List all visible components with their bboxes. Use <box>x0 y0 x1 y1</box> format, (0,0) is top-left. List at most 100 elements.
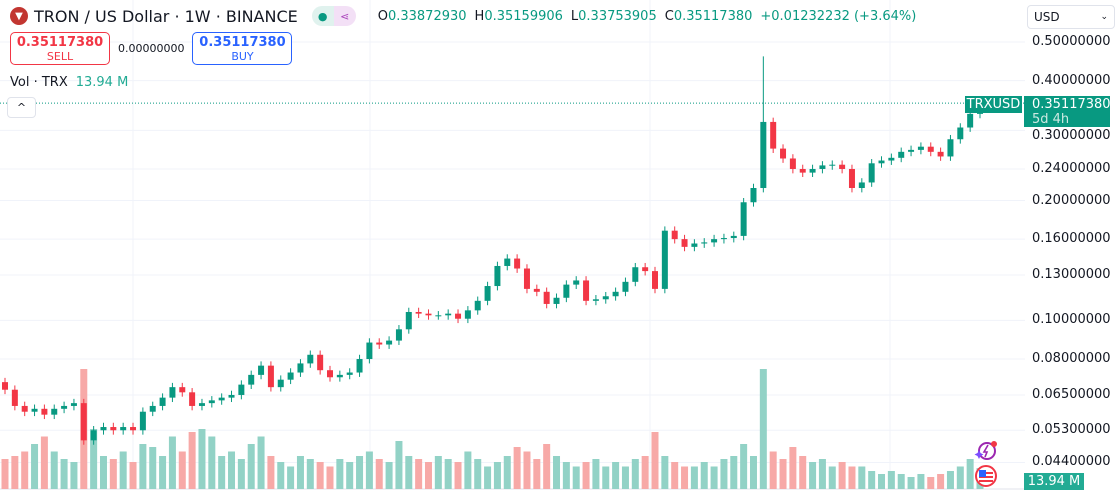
status-pill[interactable]: ● ⋖ <box>311 6 356 26</box>
candle-body <box>839 164 846 169</box>
sell-button[interactable]: 0.35117380 SELL <box>10 32 110 65</box>
volume-bar <box>681 466 689 489</box>
candle-body <box>819 165 826 169</box>
price-tick: 0.13000000 <box>1032 267 1111 283</box>
candle-body <box>957 127 964 140</box>
volume-bar <box>188 432 196 489</box>
candle-body <box>799 168 806 173</box>
volume-bar <box>759 369 767 489</box>
volume-bar <box>109 459 117 489</box>
volume-bar <box>848 466 856 489</box>
volume-bar <box>789 447 797 489</box>
chevron-up-icon: ^ <box>16 101 27 114</box>
collapse-legend-button[interactable]: ^ <box>7 97 36 118</box>
volume-bar <box>493 462 501 489</box>
candle-body <box>366 342 373 360</box>
candle-body <box>445 313 452 316</box>
candle-body <box>967 113 974 128</box>
volume-bar <box>582 462 590 489</box>
volume-bar <box>858 466 866 489</box>
candle-body <box>258 365 265 375</box>
volume-bar <box>1 459 9 489</box>
candle-body <box>425 313 432 316</box>
candle-body <box>41 408 48 415</box>
candle-body <box>523 268 530 289</box>
volume-bar <box>503 456 511 489</box>
candle-body <box>346 372 353 375</box>
candle-body <box>642 267 649 272</box>
volume-bar <box>434 456 442 489</box>
tron-logo-icon: ▼ <box>10 7 28 25</box>
candle-body <box>159 397 166 406</box>
volume-bar <box>119 451 127 489</box>
volume-bar <box>966 459 974 489</box>
trade-panel: 0.35117380 SELL 0.00000000 0.35117380 BUY <box>10 32 293 65</box>
volume-bar <box>70 462 78 489</box>
volume-bar <box>779 459 787 489</box>
price-tick: 0.06500000 <box>1032 386 1111 402</box>
candle-body <box>474 300 481 311</box>
volume-bar <box>937 474 945 489</box>
candle-body <box>297 363 304 373</box>
volume-bar <box>247 444 255 489</box>
volume-bar <box>621 466 629 489</box>
candle-body <box>711 239 718 243</box>
price-tick: 0.05300000 <box>1032 422 1111 438</box>
candle-body <box>356 359 363 373</box>
symbol-legend: ▼ TRON / US Dollar · 1W · BINANCE ● ⋖ O0… <box>10 6 916 26</box>
candle-body <box>691 243 698 247</box>
volume-legend: Vol · TRX 13.94 M <box>10 75 129 90</box>
candle-body <box>592 299 599 301</box>
volume-bar <box>405 456 413 489</box>
candle-body <box>179 387 186 393</box>
symbol-price-label: TRXUSD <box>965 96 1022 113</box>
candle-body <box>100 427 107 431</box>
volume-bar <box>159 456 167 489</box>
candle-body <box>573 280 580 285</box>
volume-bar <box>198 429 206 489</box>
volume-bar <box>553 456 561 489</box>
volume-axis-label: 13.94 M <box>1024 473 1084 490</box>
candle-body <box>31 408 38 412</box>
volume-bar <box>149 447 157 489</box>
bar-countdown: 5d 4h <box>1032 112 1070 127</box>
symbol-title[interactable]: TRON / US Dollar · 1W · BINANCE <box>34 6 298 26</box>
candle-body <box>740 202 747 236</box>
candle-body <box>70 403 77 406</box>
candle-body <box>277 379 284 388</box>
volume-bar <box>415 459 423 489</box>
ai-assistant-icon[interactable] <box>974 440 998 462</box>
candle-body <box>612 291 619 297</box>
candle-body <box>484 286 491 301</box>
volume-bar <box>464 451 472 489</box>
volume-bar <box>267 456 275 489</box>
candle-body <box>750 188 757 203</box>
buy-button[interactable]: 0.35117380 BUY <box>192 32 293 65</box>
currency-select[interactable]: USD ⌄ <box>1027 5 1115 29</box>
volume-bar <box>818 459 826 489</box>
candle-body <box>248 374 255 385</box>
candle-body <box>829 164 836 166</box>
volume-bar <box>277 462 285 489</box>
candle-body <box>494 265 501 287</box>
volume-bar <box>385 462 393 489</box>
candle-body <box>395 329 402 341</box>
candle-body <box>327 370 333 378</box>
volume-bar <box>375 459 383 489</box>
us-flag-icon[interactable] <box>974 465 998 487</box>
volume-bar <box>887 471 895 489</box>
candle-body <box>583 280 590 301</box>
candle-body <box>543 291 550 304</box>
candle-body <box>120 427 127 431</box>
last-price-label: 0.35117380 5d 4h <box>1024 96 1111 127</box>
volume-bar <box>395 441 403 489</box>
volume-bar <box>592 459 600 489</box>
candle-body <box>720 238 727 240</box>
candle-body <box>770 121 777 149</box>
price-tick: 0.20000000 <box>1032 192 1111 208</box>
volume-bar <box>129 462 137 489</box>
volume-bar <box>690 466 698 489</box>
volume-bar <box>572 466 580 489</box>
volume-bar <box>31 444 39 489</box>
